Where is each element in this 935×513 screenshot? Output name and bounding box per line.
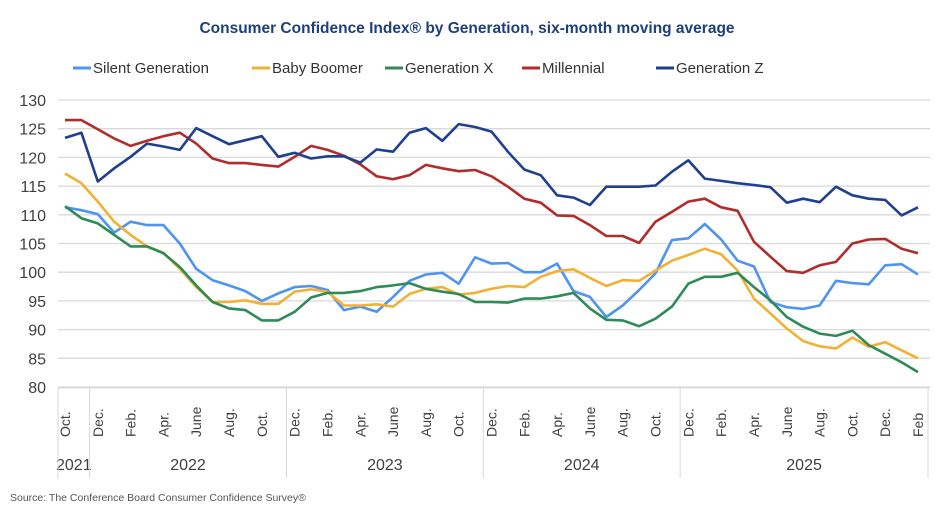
x-tick-label: Feb. <box>123 409 139 437</box>
y-tick-label: 115 <box>20 179 46 196</box>
x-tick-label: Dec. <box>484 408 500 437</box>
x-tick-label: Apr. <box>549 412 565 437</box>
y-axis: 80 85 90 95 100 105 110 115 120 125 130 <box>19 93 46 397</box>
x-tick-label: Feb <box>910 413 926 437</box>
x-tick-label: Dec. <box>680 408 696 437</box>
legend-item: Generation Z <box>656 60 764 77</box>
year-label: 2024 <box>564 457 600 474</box>
x-tick-label: Aug. <box>418 408 434 437</box>
x-tick-label: Apr. <box>155 412 171 437</box>
year-label: 2021 <box>56 457 92 474</box>
chart-title: Consumer Confidence Index® by Generation… <box>199 20 734 37</box>
x-tick-label: Oct. <box>254 411 270 437</box>
year-label: 2025 <box>786 457 822 474</box>
x-tick-label: Feb. <box>713 409 729 437</box>
x-tick-label: Aug. <box>221 408 237 437</box>
legend-label: Generation Z <box>676 60 764 77</box>
x-tick-label: Feb. <box>319 409 335 437</box>
legend-label: Generation X <box>405 60 493 77</box>
x-tick-label: Feb. <box>516 409 532 437</box>
x-tick-label: June <box>779 406 795 437</box>
legend-label: Millennial <box>542 60 605 77</box>
year-label: 2023 <box>367 457 403 474</box>
x-tick-label: June <box>582 406 598 437</box>
series-line-millennial <box>65 118 919 275</box>
legend-label: Silent Generation <box>93 60 209 77</box>
y-tick-label: 100 <box>19 265 46 282</box>
x-tick-label: Oct. <box>451 411 467 437</box>
y-tick-label: 85 <box>28 351 46 368</box>
x-tick-label: Apr. <box>352 412 368 437</box>
x-tick-label: June <box>385 406 401 437</box>
y-tick-label: 80 <box>28 380 46 397</box>
legend: Silent Generation Baby Boomer Generation X… <box>73 60 764 77</box>
x-tick-label: June <box>188 406 204 437</box>
y-tick-label: 110 <box>20 208 46 225</box>
x-tick-label: Dec. <box>877 408 893 437</box>
x-tick-label: Dec. <box>90 408 106 437</box>
x-tick-label: Apr. <box>746 412 762 437</box>
gridlines <box>58 99 930 388</box>
year-label: 2022 <box>170 457 206 474</box>
legend-item: Generation X <box>385 60 493 77</box>
y-tick-label: 125 <box>19 122 46 139</box>
y-tick-label: 105 <box>19 237 46 254</box>
legend-label: Baby Boomer <box>272 60 363 77</box>
legend-item: Millennial <box>522 60 605 77</box>
x-axis: Oct. Dec. Feb. Apr. June Aug. Oct. Dec. Feb. Apr.… <box>56 387 930 478</box>
series-line-generation-x <box>64 205 919 374</box>
y-tick-label: 95 <box>28 294 46 311</box>
x-tick-label: Oct. <box>844 411 860 437</box>
x-tick-label: Dec. <box>287 408 303 437</box>
x-tick-label: Aug. <box>615 408 631 437</box>
x-tick-label: Oct. <box>57 411 73 437</box>
series-line-generation-z <box>64 122 919 217</box>
series-line-silent-generation <box>64 206 919 319</box>
x-tick-label: Aug. <box>812 408 828 437</box>
legend-item: Baby Boomer <box>252 60 363 77</box>
y-tick-label: 120 <box>19 150 46 167</box>
y-tick-label: 130 <box>19 93 46 110</box>
source-note: Source: The Conference Board Consumer Co… <box>10 492 306 504</box>
legend-item: Silent Generation <box>73 60 209 77</box>
y-tick-label: 90 <box>28 323 46 340</box>
series-lines <box>64 118 919 374</box>
x-tick-label: Oct. <box>648 411 664 437</box>
